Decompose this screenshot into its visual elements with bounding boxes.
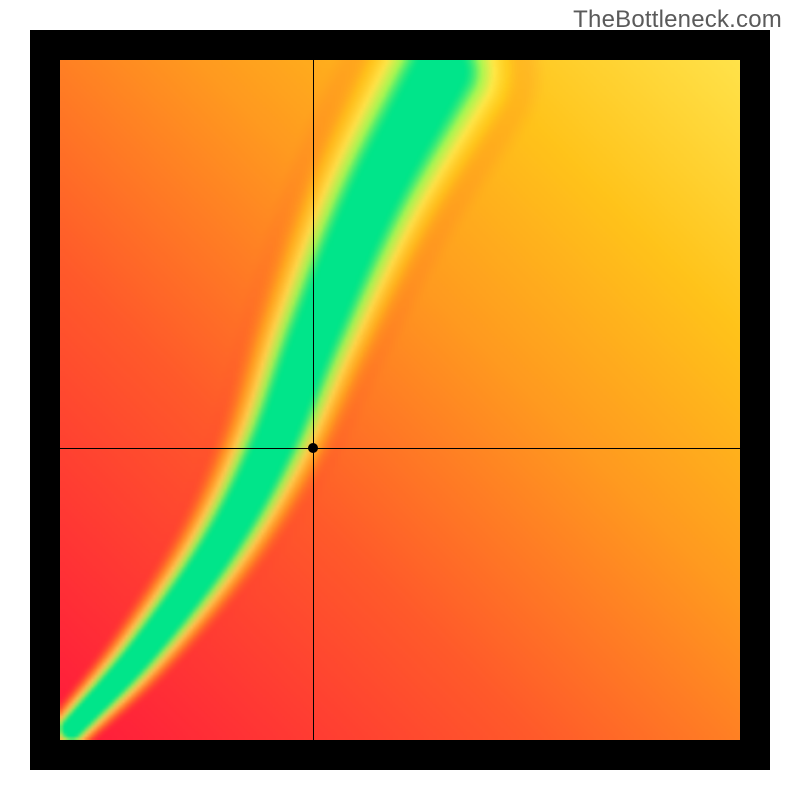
crosshair-horizontal-line [60, 448, 740, 449]
crosshair-vertical-line [313, 60, 314, 740]
bottleneck-heatmap [60, 60, 740, 740]
chart-outer-frame [30, 30, 770, 770]
crosshair-marker-dot [308, 443, 318, 453]
chart-container: TheBottleneck.com [0, 0, 800, 800]
watermark-text: TheBottleneck.com [573, 6, 782, 34]
